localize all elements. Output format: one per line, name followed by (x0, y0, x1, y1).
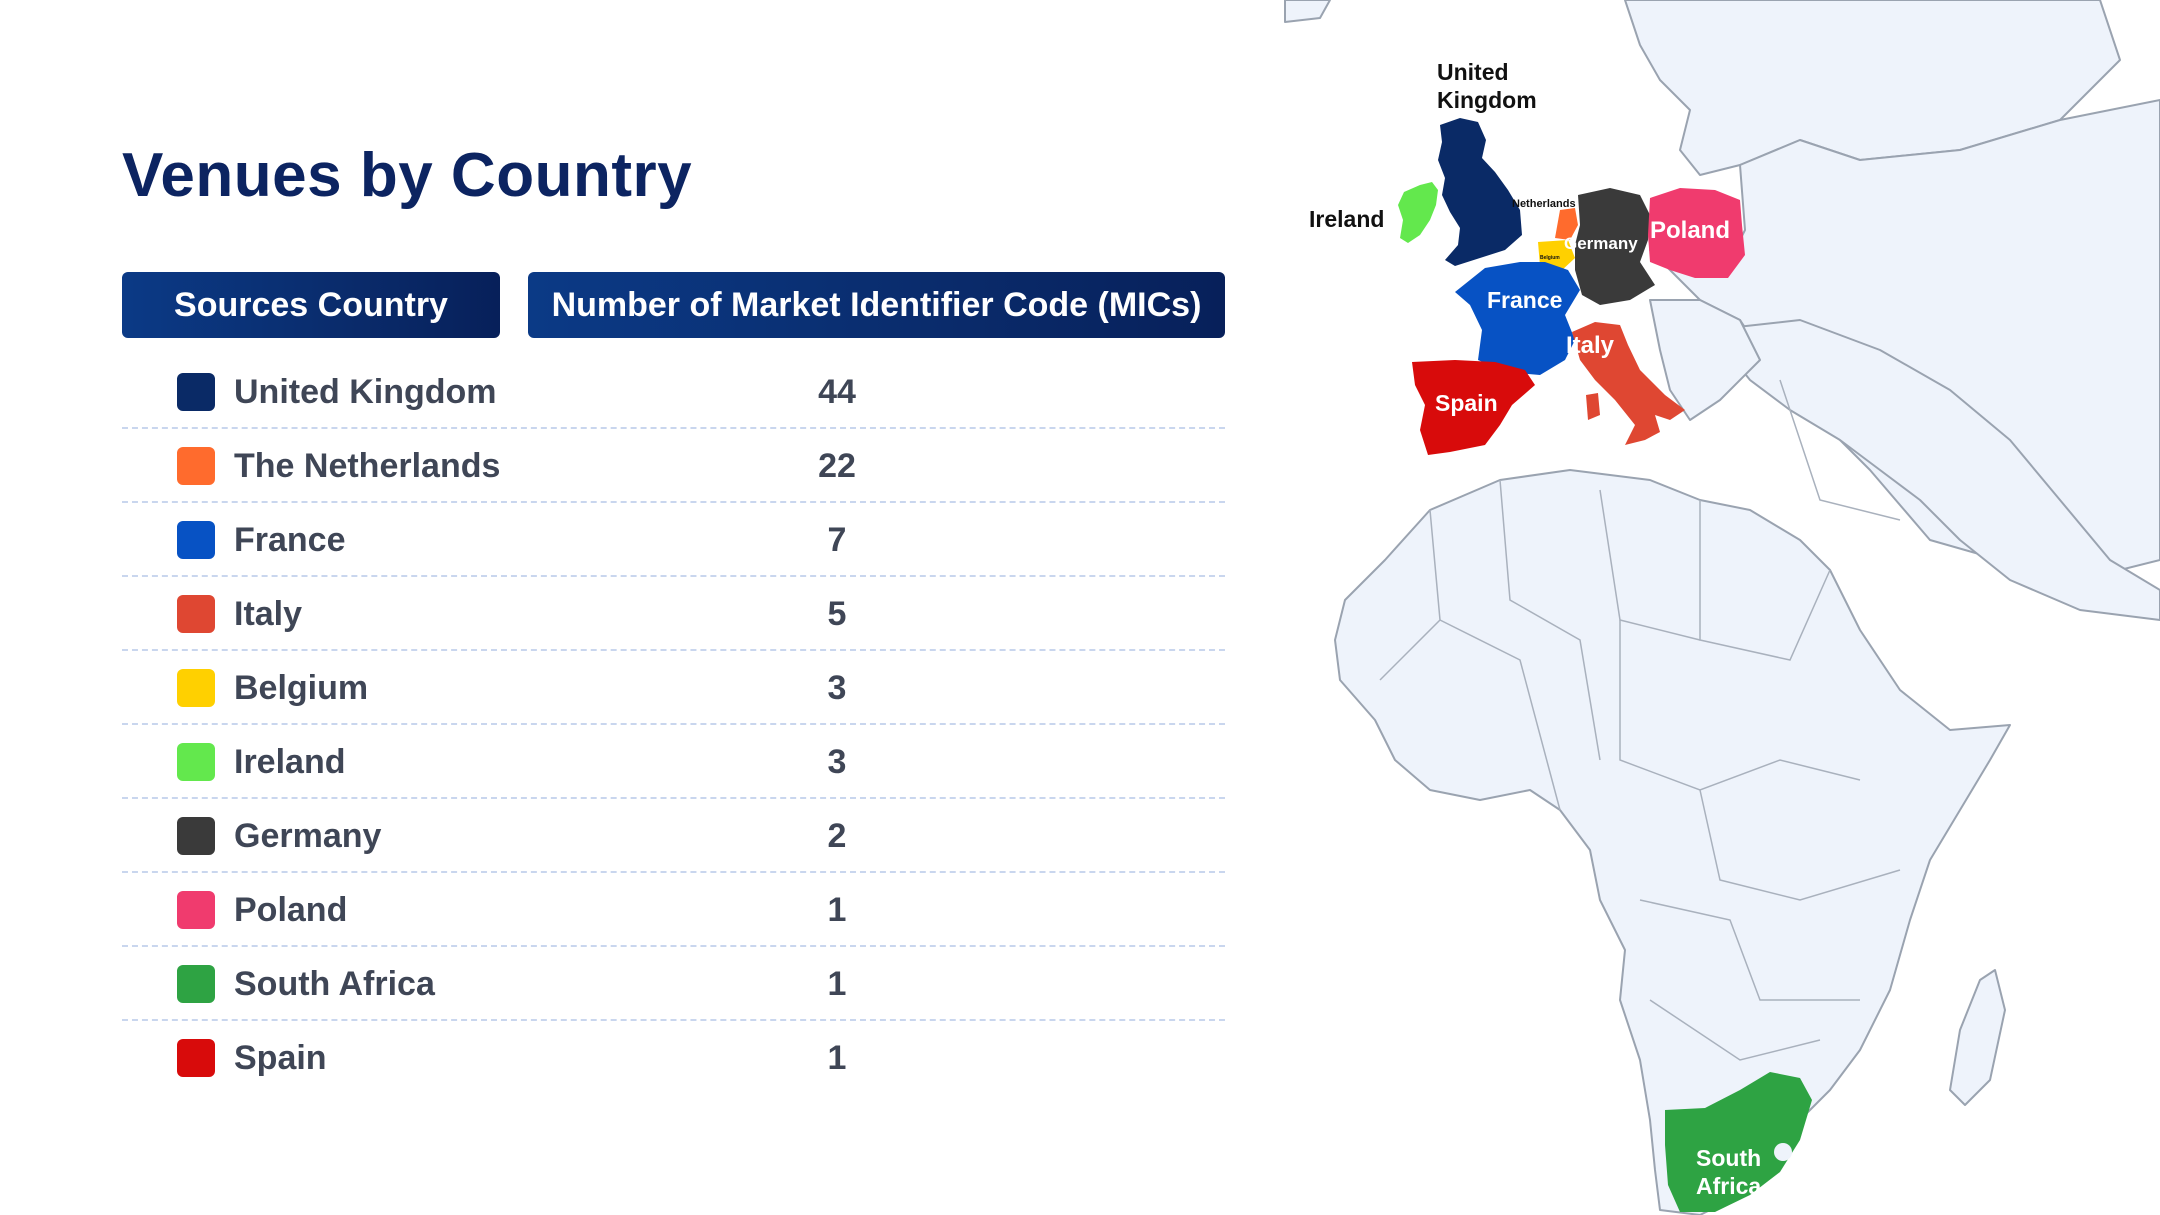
table-row: South Africa 1 (122, 947, 1225, 1021)
mic-count: 44 (818, 373, 856, 411)
table-row: Belgium 3 (122, 651, 1225, 725)
color-swatch (177, 1039, 215, 1077)
netherlands-shape (1555, 208, 1578, 240)
table-row: Spain 1 (122, 1021, 1225, 1095)
sardinia-shape (1586, 393, 1600, 420)
map-label-south-africa-part: South (1696, 1145, 1761, 1171)
country-name: Germany (234, 817, 382, 855)
balkans-land (1649, 299, 1761, 421)
country-name: The Netherlands (234, 447, 501, 485)
color-swatch (177, 447, 215, 485)
germany-shape (1575, 188, 1655, 305)
france-shape (1455, 262, 1580, 375)
table-row: Ireland 3 (122, 725, 1225, 799)
mic-count: 1 (827, 965, 847, 1003)
color-swatch (177, 817, 215, 855)
map-label-ireland: Ireland (1309, 206, 1384, 232)
country-name: Poland (234, 891, 348, 929)
country-name: Italy (234, 595, 303, 633)
table-row: The Netherlands 22 (122, 429, 1225, 503)
mic-count: 1 (827, 891, 847, 929)
map-label-south-africa-part: Africa (1696, 1173, 1761, 1199)
color-swatch (177, 521, 215, 559)
column-header-sources-country: Sources Country (122, 272, 500, 338)
table-row: United Kingdom 44 (122, 355, 1225, 429)
color-swatch (177, 595, 215, 633)
mic-count: 3 (827, 743, 847, 781)
middle-east-land (1709, 319, 2160, 621)
country-name: Ireland (234, 743, 346, 781)
country-name: Belgium (234, 669, 369, 707)
mic-count: 2 (827, 817, 847, 855)
column-header-mic-count: Number of Market Identifier Code (MICs) (528, 272, 1225, 338)
scandinavia-land (1284, 0, 1331, 23)
map-label-belgium: Belgium (1540, 255, 1560, 261)
europe-africa-map: United Kingdom Ireland Netherlands Belgi… (1284, 0, 2160, 1215)
mic-count: 1 (827, 1039, 847, 1077)
map-label-poland: Poland (1650, 217, 1730, 244)
map-label-netherlands: Netherlands (1512, 198, 1576, 210)
mic-count: 7 (827, 521, 847, 559)
spain-shape (1412, 360, 1535, 455)
country-name: United Kingdom (234, 373, 497, 411)
map-label-france: France (1487, 287, 1562, 313)
map-label-uk: United Kingdom (1437, 59, 1537, 113)
mic-count: 3 (827, 669, 847, 707)
south-africa-shape (1665, 1072, 1812, 1212)
map-label-uk-part: Kingdom (1437, 87, 1537, 113)
color-swatch (177, 669, 215, 707)
map-label-germany: Germany (1564, 234, 1638, 253)
color-swatch (177, 743, 215, 781)
color-swatch (177, 965, 215, 1003)
italy-shape (1572, 322, 1685, 445)
mic-count: 22 (818, 447, 856, 485)
table-row: Germany 2 (122, 799, 1225, 873)
madagascar-land (1949, 969, 2006, 1106)
page-title: Venues by Country (122, 141, 693, 210)
map-label-italy: Italy (1566, 332, 1615, 359)
map-label-spain: Spain (1435, 390, 1498, 416)
lesotho-shape (1774, 1143, 1792, 1161)
color-swatch (177, 373, 215, 411)
united-kingdom-shape (1438, 118, 1522, 266)
table-row: France 7 (122, 503, 1225, 577)
map-label-uk-part: United (1437, 59, 1509, 85)
color-swatch (177, 891, 215, 929)
map-label-south-africa: South Africa (1696, 1145, 1768, 1199)
mic-count: 5 (827, 595, 847, 633)
country-name: South Africa (234, 965, 435, 1003)
table-row: Italy 5 (122, 577, 1225, 651)
table-row: Poland 1 (122, 873, 1225, 947)
country-name: France (234, 521, 346, 559)
poland-shape (1648, 188, 1745, 278)
venues-table: United Kingdom 44 The Netherlands 22 Fra… (122, 355, 1225, 1095)
country-name: Spain (234, 1039, 327, 1077)
ireland-shape (1398, 182, 1438, 243)
